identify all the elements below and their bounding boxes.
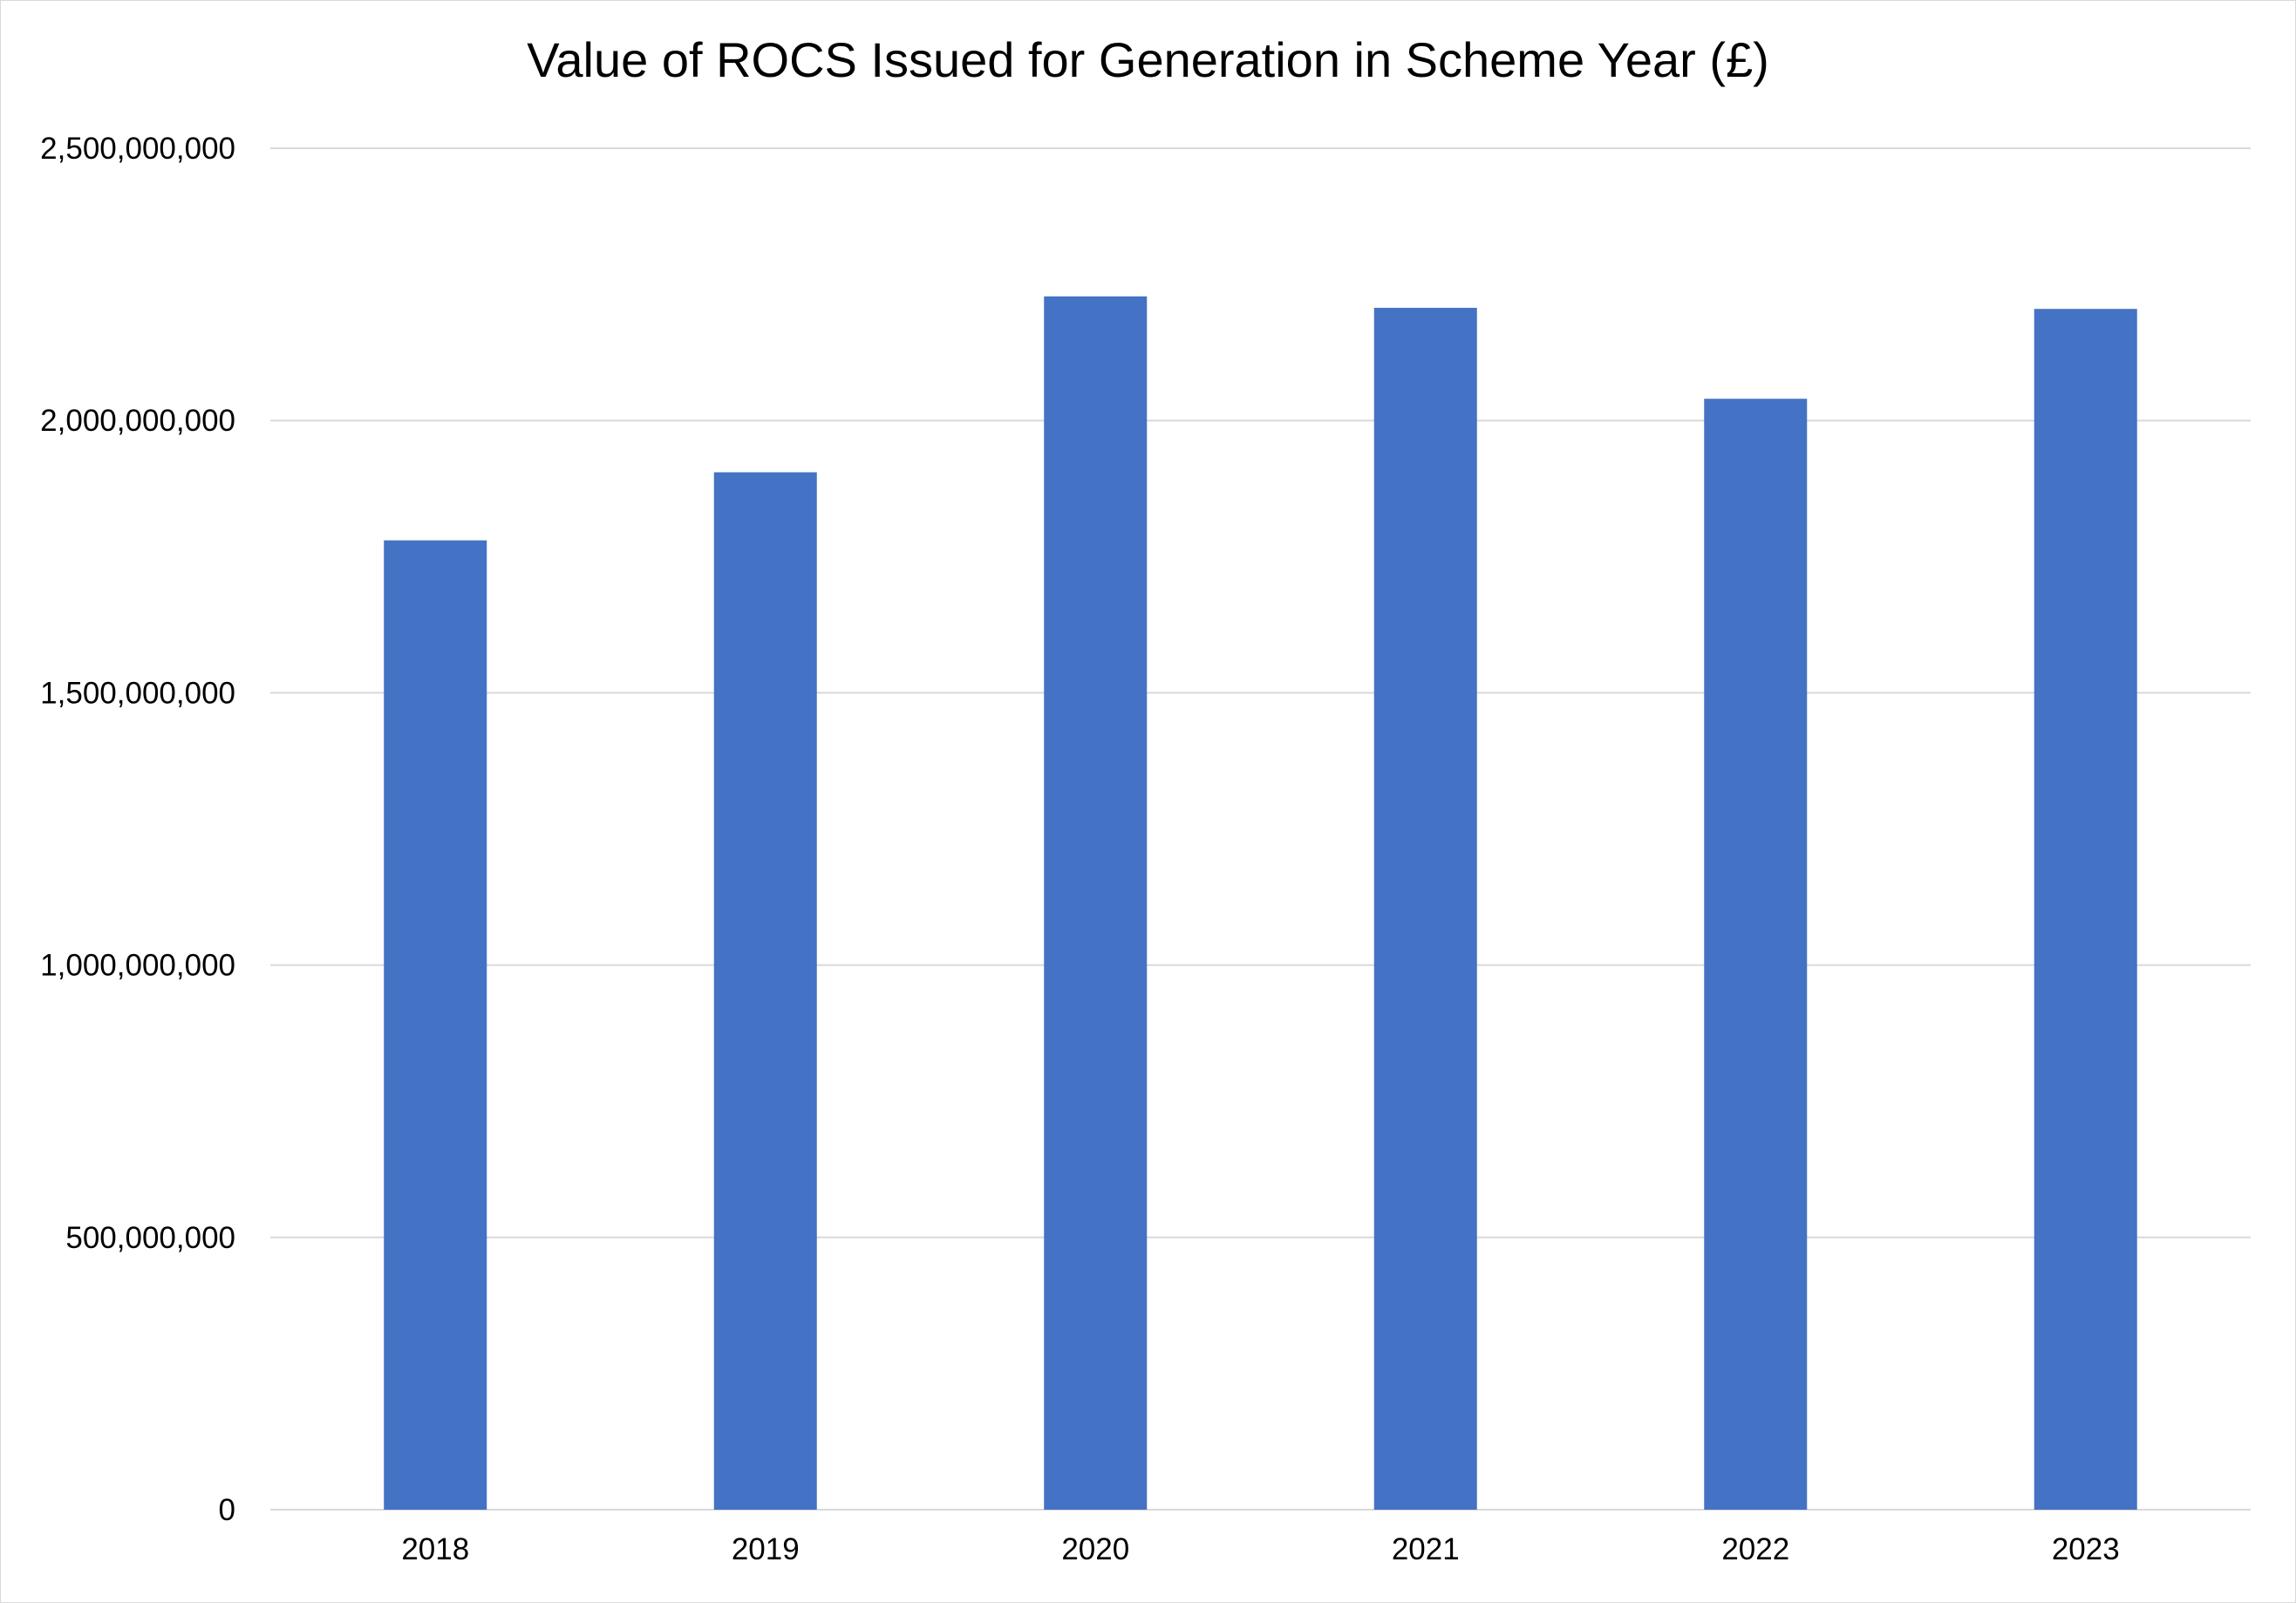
x-tick-label: 2022: [1721, 1532, 1789, 1566]
y-tick-label: 1,000,000,000: [40, 949, 235, 983]
y-tick-label: 1,500,000,000: [40, 676, 235, 710]
y-tick-label: 2,500,000,000: [40, 132, 235, 166]
x-tick-label: 2020: [1061, 1532, 1129, 1566]
bar-2020: [1044, 296, 1148, 1510]
x-tick-label: 2018: [401, 1532, 469, 1566]
gridlines: [270, 147, 2251, 1511]
y-axis-tick-labels: 0 500,000,000 1,000,000,000 1,500,000,000 2,…: [40, 132, 235, 1527]
bar-2023: [2034, 309, 2137, 1510]
x-tick-label: 2023: [2052, 1532, 2120, 1566]
y-tick-label: 2,000,000,000: [40, 404, 235, 438]
y-tick-label: 500,000,000: [65, 1221, 235, 1255]
bars: [384, 296, 2137, 1510]
bar-2021: [1373, 307, 1477, 1510]
chart-title: Value of ROCS Issued for Generation in S…: [527, 32, 1769, 87]
x-tick-label: 2019: [732, 1532, 800, 1566]
bar-2018: [384, 540, 487, 1510]
x-axis-tick-labels: 2018 2019 2020 2021 2022 2023: [401, 1532, 2119, 1566]
bar-2019: [713, 472, 817, 1510]
y-tick-label: 0: [219, 1493, 235, 1527]
x-tick-label: 2021: [1392, 1532, 1460, 1566]
bar-2022: [1704, 399, 1808, 1510]
